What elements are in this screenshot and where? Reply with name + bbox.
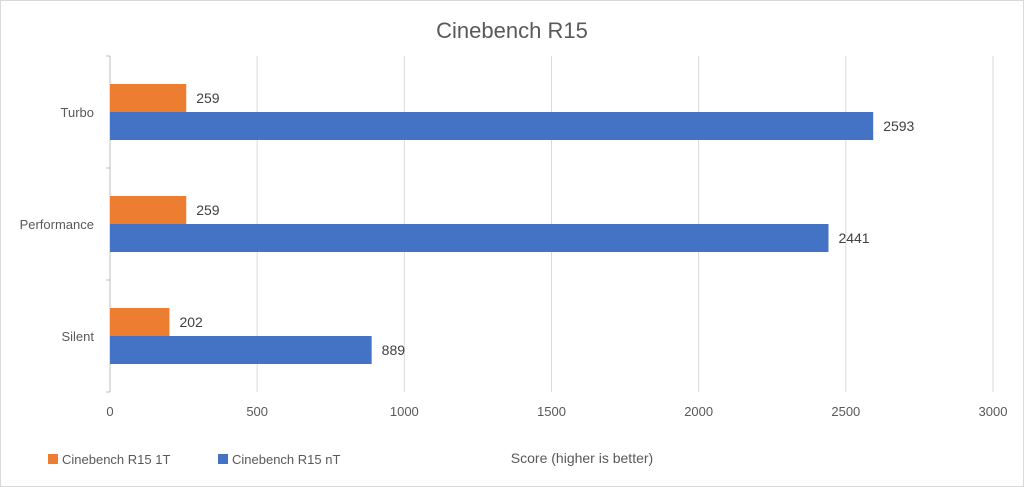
legend-label: Cinebench R15 nT bbox=[232, 452, 340, 467]
legend-swatch bbox=[48, 454, 58, 464]
bar bbox=[110, 224, 829, 252]
x-tick-label: 0 bbox=[106, 404, 113, 419]
data-label: 2593 bbox=[883, 118, 914, 134]
bar bbox=[110, 336, 372, 364]
x-tick-label: 2000 bbox=[684, 404, 713, 419]
category-label: Performance bbox=[20, 217, 94, 232]
category-labels-group: Turbo Performance Silent bbox=[20, 105, 95, 344]
legend: Cinebench R15 1T Cinebench R15 nT bbox=[48, 452, 340, 467]
category-label: Silent bbox=[61, 329, 94, 344]
bar bbox=[110, 308, 170, 336]
data-label: 889 bbox=[382, 342, 406, 358]
bar bbox=[110, 84, 187, 112]
x-tick-label: 2500 bbox=[831, 404, 860, 419]
x-axis-title: Score (higher is better) bbox=[511, 450, 653, 466]
tick-labels-group: 0 500 1000 1500 2000 2500 3000 bbox=[106, 404, 1007, 419]
x-tick-label: 1000 bbox=[390, 404, 419, 419]
bar bbox=[110, 112, 874, 140]
data-label: 202 bbox=[179, 314, 203, 330]
bar bbox=[110, 196, 187, 224]
x-tick-label: 3000 bbox=[979, 404, 1008, 419]
chart-title: Cinebench R15 bbox=[436, 18, 588, 43]
category-label: Turbo bbox=[61, 105, 94, 120]
x-tick-label: 1500 bbox=[537, 404, 566, 419]
x-tick-label: 500 bbox=[246, 404, 268, 419]
legend-swatch bbox=[218, 454, 228, 464]
data-label: 2441 bbox=[838, 230, 869, 246]
data-labels-group: 259 2593 259 2441 202 889 bbox=[179, 90, 914, 358]
data-label: 259 bbox=[196, 90, 220, 106]
data-label: 259 bbox=[196, 202, 220, 218]
bars-group bbox=[110, 84, 874, 364]
legend-label: Cinebench R15 1T bbox=[62, 452, 170, 467]
